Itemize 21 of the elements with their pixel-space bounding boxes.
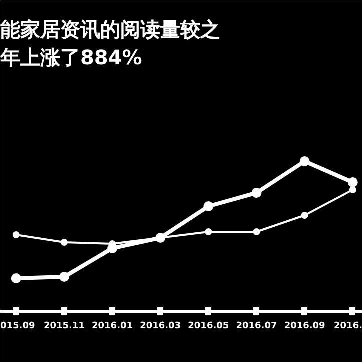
x-tick-label: 2016.07: [236, 322, 278, 332]
point: [12, 232, 20, 238]
point: [348, 178, 358, 188]
x-tick-label: 2016.01: [92, 322, 134, 332]
x-tick-label: 2016.: [334, 322, 362, 332]
point: [300, 156, 310, 166]
point: [204, 202, 214, 212]
x-tick-label: 2016.05: [188, 322, 230, 332]
point: [301, 212, 308, 219]
x-tick-label: 015.09: [0, 322, 36, 332]
point: [349, 186, 356, 194]
point: [11, 274, 22, 284]
chart-title: 能家居资讯的阅读量较之: [0, 18, 220, 42]
point: [59, 272, 70, 282]
x-tick-label: 2016.09: [284, 322, 326, 332]
x-tick-label: 2016.03: [140, 322, 182, 332]
point: [60, 239, 68, 246]
point: [253, 228, 260, 236]
x-tick-label: 2015.11: [44, 322, 85, 332]
point: [205, 228, 212, 236]
point: [252, 188, 262, 198]
